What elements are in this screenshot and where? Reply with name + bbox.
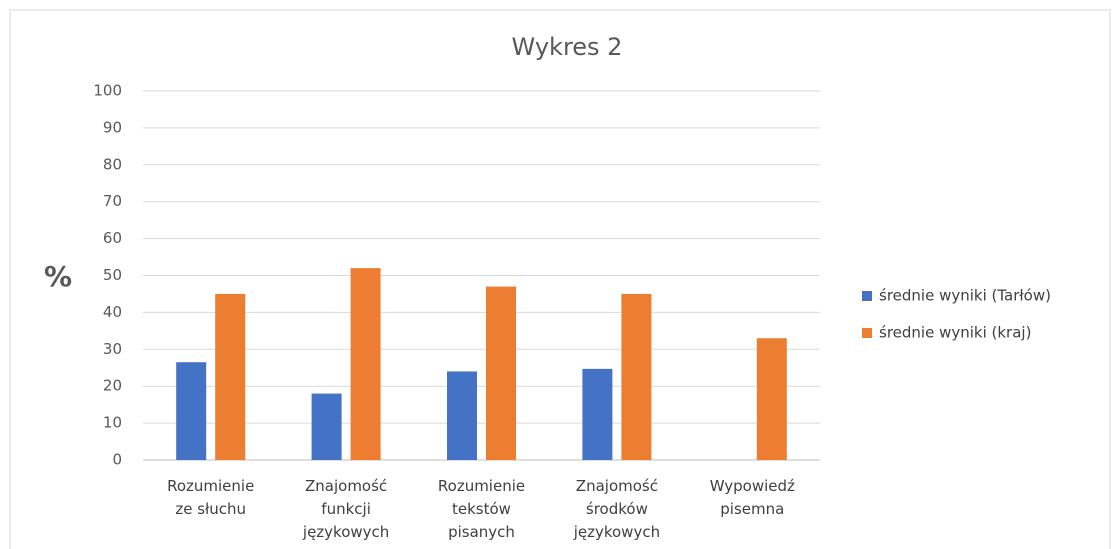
x-tick-label: Wypowiedź pisemna <box>709 477 795 518</box>
y-axis-label: % <box>44 260 72 293</box>
chart-title: Wykres 2 <box>512 33 623 61</box>
x-tick-label: Rozumienie ze słuchu <box>167 477 255 518</box>
y-tick-label: 10 <box>103 414 122 432</box>
bar <box>350 268 381 460</box>
bar <box>311 393 342 460</box>
y-tick-label: 50 <box>103 266 122 284</box>
y-tick-label: 0 <box>112 451 122 469</box>
x-tick-label: Znajomość funkcji językowych <box>302 477 390 541</box>
legend-label: średnie wyniki (Tarłów) <box>879 287 1051 305</box>
y-tick-label: 30 <box>103 340 122 358</box>
chart-border <box>9 9 1111 549</box>
bar <box>756 338 787 460</box>
legend-swatch <box>862 328 872 338</box>
bar <box>621 293 652 460</box>
y-tick-label: 60 <box>103 229 122 247</box>
y-tick-label: 40 <box>103 303 122 321</box>
bar <box>215 293 246 460</box>
bar <box>447 371 477 460</box>
bar <box>582 368 613 460</box>
y-tick-label: 70 <box>103 192 122 210</box>
bar <box>176 362 207 460</box>
bar <box>486 286 516 460</box>
y-tick-label: 80 <box>103 155 122 173</box>
y-tick-label: 20 <box>103 377 122 395</box>
y-tick-label: 90 <box>103 118 122 136</box>
legend-label: średnie wyniki (kraj) <box>879 324 1031 342</box>
y-tick-label: 100 <box>93 82 122 100</box>
x-tick-label: Znajomość środków językowych <box>573 477 661 541</box>
legend-swatch <box>862 291 872 301</box>
x-tick-label: Rozumienie tekstów pisanych <box>437 477 526 541</box>
